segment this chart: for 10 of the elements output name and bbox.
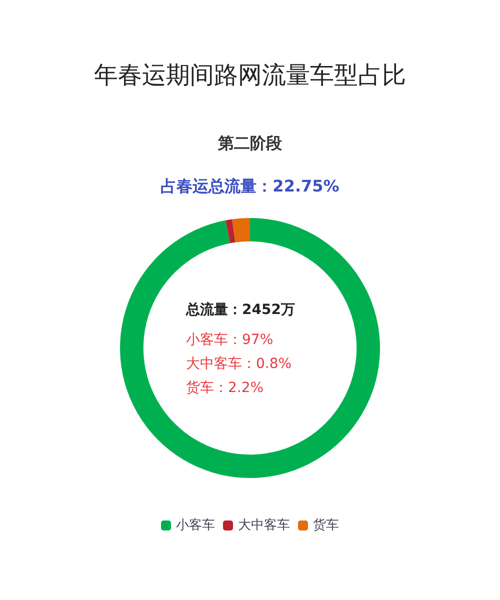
text: 占春运总流量：22.75%	[160, 176, 340, 196]
chart-title: 年春运期间路网流量车型占比	[94, 61, 406, 89]
text: 小客车：97%	[186, 332, 274, 348]
legend-label: 货车	[313, 518, 339, 533]
legend-label: 大中客车	[238, 517, 290, 533]
text: 货车：2.2%	[186, 380, 264, 396]
legend-label: 小客车	[176, 517, 215, 533]
text: 总流量：2452万	[185, 301, 295, 318]
text: 大中客车：0.8%	[186, 356, 292, 372]
chart-subtitle: 第二阶段	[217, 134, 283, 152]
